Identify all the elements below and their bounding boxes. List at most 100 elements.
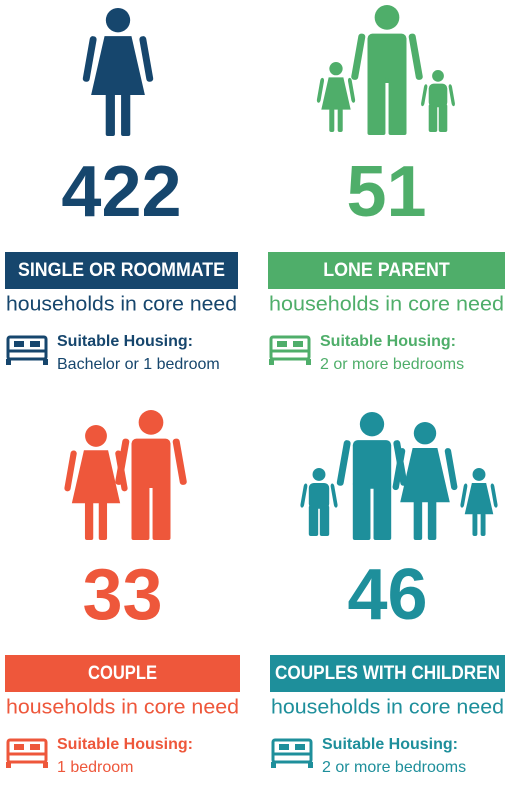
arm [115, 438, 130, 485]
bed-leg [306, 359, 311, 365]
bed-frame [271, 738, 313, 764]
bed-icon [6, 335, 48, 365]
arm [351, 33, 366, 80]
pillow [293, 341, 303, 347]
head [432, 70, 444, 82]
dress [91, 36, 145, 96]
arm [444, 448, 458, 491]
dress [71, 450, 121, 504]
bed-icon [271, 738, 313, 768]
leg [413, 499, 423, 540]
leg [121, 92, 131, 136]
pillow [30, 341, 40, 347]
head [472, 468, 486, 481]
arm [172, 438, 187, 485]
arm [408, 33, 423, 80]
pillow [295, 744, 305, 750]
arm [316, 77, 325, 103]
male-figure [115, 410, 187, 540]
count: 46 [347, 555, 427, 635]
leg [427, 499, 437, 540]
female-figure [460, 468, 498, 536]
arm [460, 483, 468, 508]
leg [308, 505, 319, 536]
label: COUPLE [88, 663, 157, 684]
subtitle: households in core need [271, 696, 504, 718]
arm [448, 84, 455, 107]
dress [464, 482, 494, 515]
label: COUPLES WITH CHILDREN [275, 663, 500, 684]
arm [392, 448, 406, 491]
female-figure [64, 425, 128, 540]
leg [84, 500, 94, 540]
arm [300, 483, 308, 508]
head [413, 422, 437, 445]
label: SINGLE OR ROOMMATE [18, 260, 225, 281]
head [359, 412, 385, 437]
arm [336, 440, 351, 486]
female-figure [316, 62, 356, 132]
leg [428, 104, 438, 132]
pillow [14, 341, 24, 347]
count: 422 [61, 152, 181, 232]
pillow [30, 744, 40, 750]
head [374, 5, 400, 30]
bed-leg [308, 762, 313, 768]
bed-leg [6, 762, 11, 768]
head [105, 8, 131, 33]
housing-title: Suitable Housing: [322, 736, 458, 753]
housing-title: Suitable Housing: [57, 736, 193, 753]
count: 33 [82, 555, 162, 635]
label-banner [268, 252, 505, 289]
leg [337, 108, 343, 132]
housing-title: Suitable Housing: [57, 333, 193, 350]
leg [352, 482, 371, 540]
pillow [14, 744, 24, 750]
arm [139, 36, 154, 82]
bed-frame [6, 738, 48, 764]
head [312, 468, 326, 481]
dress [400, 447, 450, 503]
leg [98, 500, 108, 540]
bed-leg [269, 359, 274, 365]
leg [152, 481, 171, 540]
pillow [277, 341, 287, 347]
dress [321, 77, 351, 110]
leg [319, 505, 330, 536]
arm [490, 483, 498, 508]
torso [352, 440, 392, 489]
bed-icon [269, 335, 311, 365]
label-banner [5, 655, 240, 692]
arm [421, 84, 428, 107]
count: 51 [346, 152, 426, 232]
torso [367, 33, 407, 83]
leg [480, 512, 486, 536]
pillow [279, 744, 289, 750]
leg [373, 482, 392, 540]
torso [428, 83, 448, 108]
leg [105, 92, 115, 136]
housing-detail: 2 or more bedrooms [322, 759, 466, 776]
bed-icon [6, 738, 48, 768]
label: LONE PARENT [323, 260, 450, 281]
housing-detail: Bachelor or 1 bedroom [57, 356, 220, 373]
male-figure [421, 70, 455, 132]
label-banner [270, 655, 505, 692]
housing-detail: 1 bedroom [57, 759, 134, 776]
arm [330, 483, 338, 508]
male-figure [336, 412, 408, 540]
leg [131, 481, 150, 540]
female-figure [392, 422, 458, 540]
leg [388, 76, 407, 135]
torso [308, 482, 330, 509]
male-figure [300, 468, 338, 536]
leg [472, 512, 478, 536]
subtitle: households in core need [6, 293, 237, 315]
head [329, 62, 343, 76]
arm [64, 450, 77, 492]
head [85, 425, 107, 447]
bed-leg [43, 359, 48, 365]
label-banner [5, 252, 238, 289]
bed-leg [271, 762, 276, 768]
